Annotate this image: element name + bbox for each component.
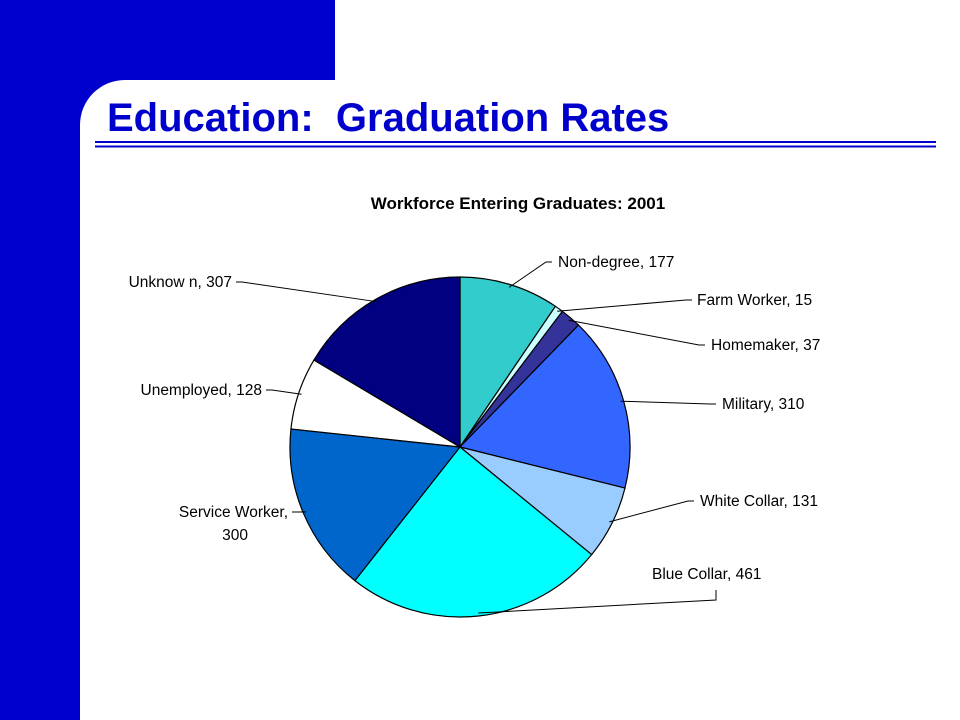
data-label: Unknow n, 307: [129, 274, 232, 291]
chart: Non-degree, 177 Farm Worker, 15 Homemaker,…: [129, 254, 820, 618]
slide-decoration: [0, 0, 335, 720]
leader-line: [609, 500, 694, 523]
leader-line: [557, 299, 692, 312]
pie-slice: [289, 428, 462, 582]
data-label: Homemaker, 37: [711, 337, 820, 354]
leader-line: [508, 261, 552, 288]
chart-title: Workforce Entering Graduates: 2001: [371, 194, 665, 213]
data-label: Unemployed, 128: [141, 382, 263, 399]
pie-slice: [458, 324, 631, 489]
leader-line: [568, 319, 705, 346]
pie-slice: [459, 276, 557, 449]
data-label: Non-degree, 177: [558, 254, 674, 271]
leader-line: [266, 389, 302, 395]
pie-slice: [313, 276, 461, 449]
data-label: Blue Collar, 461: [652, 566, 761, 583]
data-label: Military, 310: [722, 396, 805, 413]
pie-slice: [354, 446, 593, 618]
slide-title: Education: Graduation Rates: [107, 96, 669, 140]
leader-line: [620, 400, 716, 405]
data-label: Service Worker, 300: [179, 504, 288, 544]
data-label: White Collar, 131: [700, 493, 818, 510]
data-label: Farm Worker, 15: [697, 292, 812, 309]
leader-line: [478, 590, 717, 614]
leader-line: [236, 281, 378, 303]
